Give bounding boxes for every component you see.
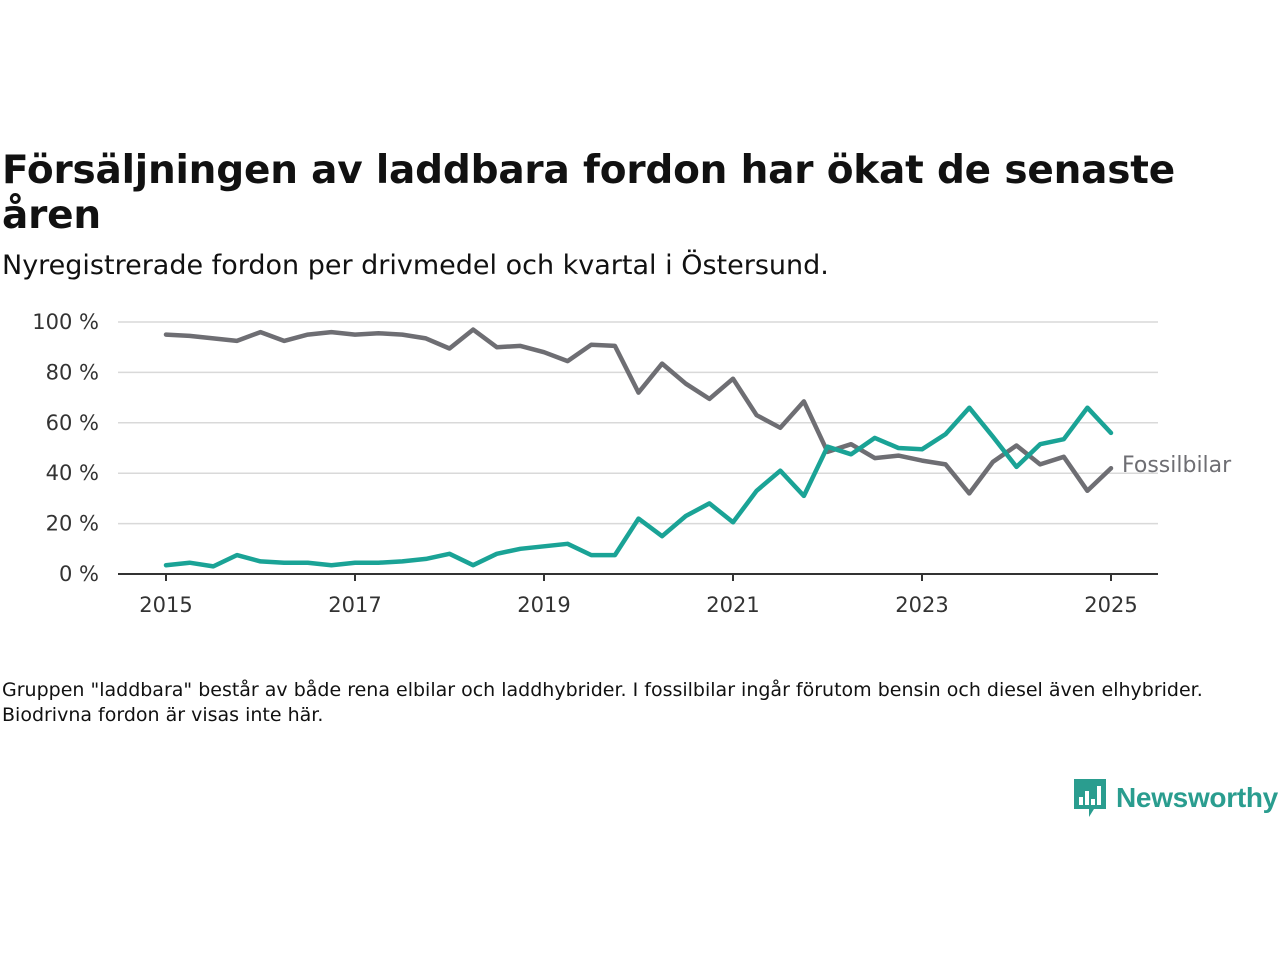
gridlines [118,321,1158,525]
bar-chart-speech-bubble-icon [1074,779,1106,817]
line-chart: 0 % 20 % 40 % 60 % 80 % 100 % 2015 2017 2019 202… [32,310,1232,617]
series-labels: Fossilbilar [1122,453,1232,478]
x-tick-label: 2019 [517,593,570,617]
x-tick-label: 2021 [706,593,759,617]
y-axis: 0 % 20 % 40 % 60 % 80 % 100 % [32,310,99,586]
logo-text: Newsworthy [1116,782,1278,813]
y-tick-label: 40 % [46,461,99,485]
chart-subtitle: Nyregistrerade fordon per drivmedel och … [2,250,829,281]
chart-title: Försäljningen av laddbara fordon har öka… [2,148,1175,238]
y-tick-label: 80 % [46,360,99,384]
x-tick-label: 2017 [328,593,381,617]
x-tick-label: 2015 [139,593,192,617]
series-line-laddbara [163,405,1114,569]
newsworthy-logo: Newsworthy [1072,776,1278,820]
y-tick-label: 100 % [32,310,99,334]
x-axis: 2015 2017 2019 2021 2023 2025 [118,573,1158,617]
y-tick-label: 0 % [59,562,99,586]
y-tick-label: 60 % [46,411,99,435]
x-tick-label: 2025 [1084,593,1137,617]
x-tick-label: 2023 [895,593,948,617]
series-line-fossilbilar [163,327,1114,496]
series-label-fossilbilar: Fossilbilar [1122,453,1232,478]
y-tick-label: 20 % [46,512,99,536]
series-lines [163,327,1114,569]
footnote: Gruppen "laddbara" består av både rena e… [2,679,1203,726]
